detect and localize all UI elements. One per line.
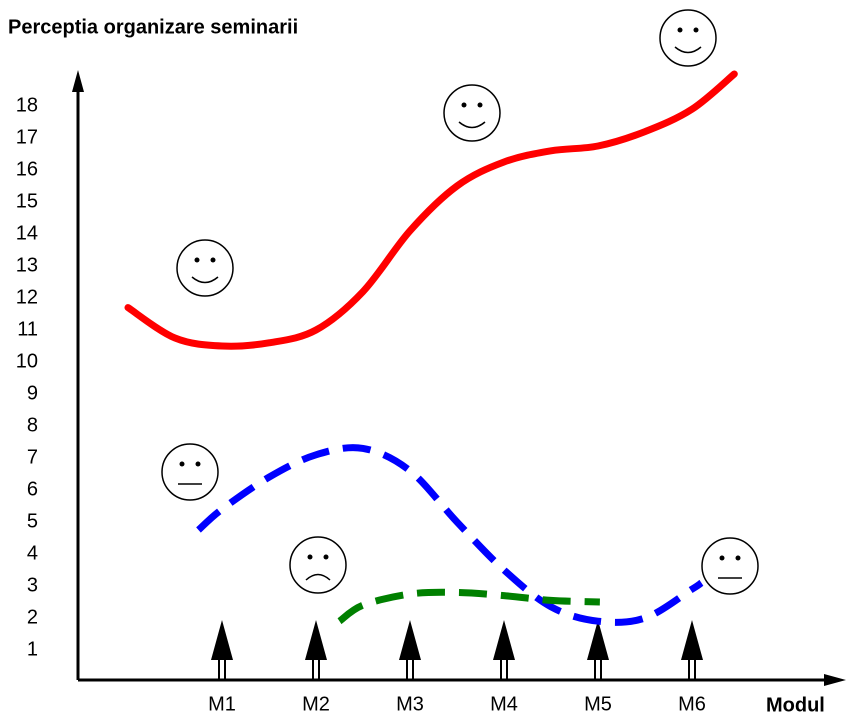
- smiley: [176, 239, 234, 297]
- y-tick-label: 2: [27, 606, 38, 628]
- x-axis-arrow: [824, 674, 846, 686]
- module-arrow: [587, 620, 609, 680]
- arrow-head: [305, 620, 327, 660]
- y-tick-label: 1: [27, 638, 38, 660]
- decorations: [161, 9, 759, 595]
- arrow-head: [587, 620, 609, 660]
- smiley: [443, 84, 501, 142]
- x-tick-label: M4: [490, 693, 518, 715]
- arrow-head: [399, 620, 421, 660]
- y-tick-label: 7: [27, 446, 38, 468]
- y-tick-label: 12: [16, 286, 38, 308]
- x-tick-label: M5: [584, 693, 612, 715]
- y-tick-label: 16: [16, 158, 38, 180]
- module-arrow: [211, 620, 233, 680]
- y-tick-label: 6: [27, 478, 38, 500]
- arrow-head: [681, 620, 703, 660]
- x-tick-label: M6: [678, 693, 706, 715]
- series-line: [337, 588, 600, 625]
- neutral-face: [161, 443, 219, 501]
- module-arrow: [305, 620, 327, 680]
- x-tick-label: M1: [208, 693, 236, 715]
- y-tick-label: 17: [16, 126, 38, 148]
- neutral-face: [701, 537, 759, 595]
- y-tick-label: 4: [27, 542, 38, 564]
- y-tick-label: 15: [16, 190, 38, 212]
- chart-title: Perceptia organizare seminarii: [8, 16, 298, 38]
- y-tick-label: 11: [17, 318, 38, 340]
- sad-face: [289, 536, 347, 594]
- y-tick-label: 10: [16, 350, 38, 372]
- y-tick-label: 13: [16, 254, 38, 276]
- y-tick-label: 14: [16, 222, 38, 244]
- x-tick-label: M3: [396, 693, 424, 715]
- arrow-head: [493, 620, 515, 660]
- module-arrow: [681, 620, 703, 680]
- series-line: [196, 444, 704, 626]
- y-tick-label: 3: [27, 574, 38, 596]
- x-axis-label: Modul: [766, 694, 825, 716]
- smiley: [659, 9, 717, 67]
- series-line: [124, 70, 738, 350]
- y-tick-label: 8: [27, 414, 38, 436]
- module-arrow: [399, 620, 421, 680]
- arrow-head: [211, 620, 233, 660]
- y-tick-label: 9: [27, 382, 38, 404]
- x-tick-label: M2: [302, 693, 330, 715]
- y-axis-arrow: [72, 70, 84, 92]
- y-tick-label: 18: [16, 94, 38, 116]
- module-arrow: [493, 620, 515, 680]
- y-tick-label: 5: [27, 510, 38, 532]
